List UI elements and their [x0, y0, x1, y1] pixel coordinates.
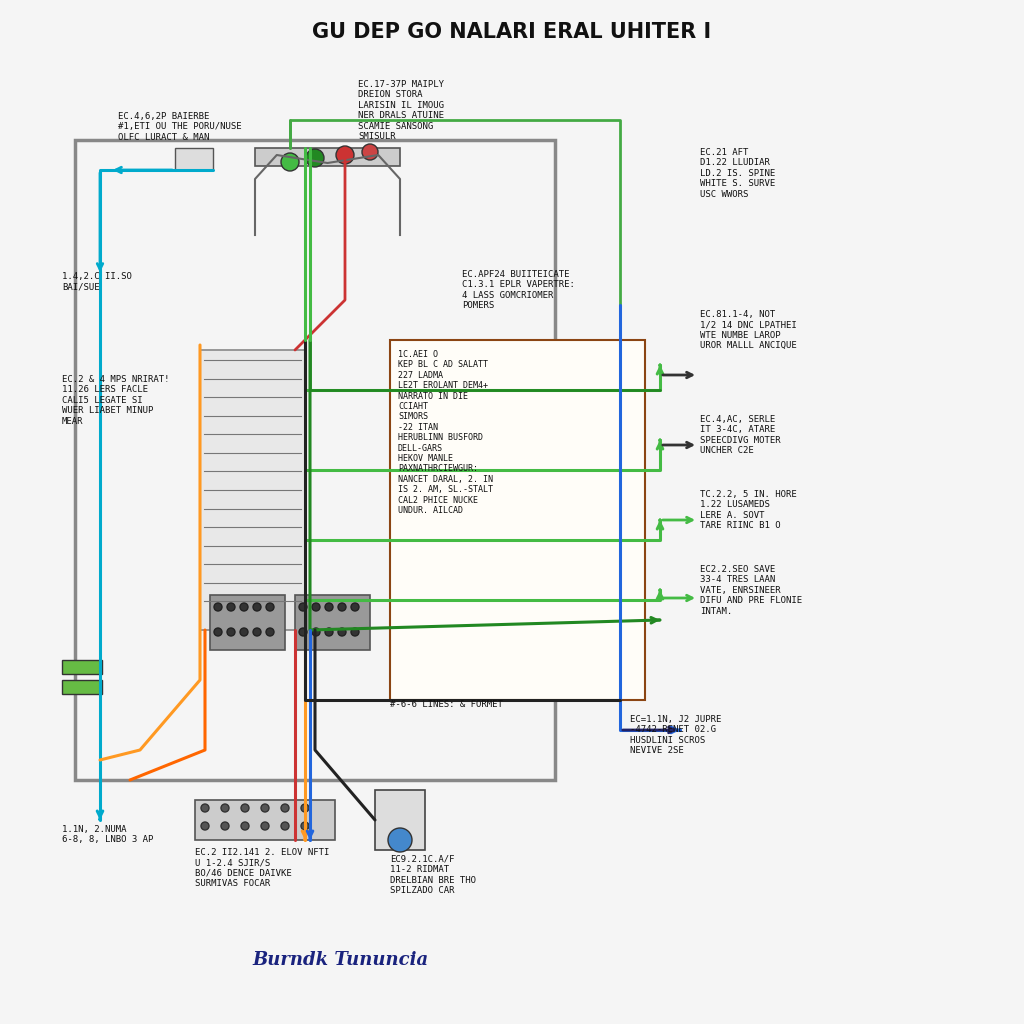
Circle shape	[240, 603, 248, 611]
Circle shape	[336, 146, 354, 164]
Circle shape	[281, 153, 299, 171]
Circle shape	[301, 804, 309, 812]
Circle shape	[312, 603, 319, 611]
Circle shape	[227, 628, 234, 636]
Text: 1C.AEI O
KEP BL C AD SALATT
227 LADMA
LE2T EROLANT DEM4+
NARRATO IN DIE
CCIAHT
S: 1C.AEI O KEP BL C AD SALATT 227 LADMA LE…	[398, 350, 493, 515]
Circle shape	[221, 804, 229, 812]
Circle shape	[338, 603, 346, 611]
Circle shape	[266, 603, 274, 611]
Circle shape	[266, 628, 274, 636]
Circle shape	[362, 144, 378, 160]
Bar	[390, 340, 645, 700]
Text: GU DEP GO NALARI ERAL UHITER I: GU DEP GO NALARI ERAL UHITER I	[312, 22, 712, 42]
Bar	[195, 800, 335, 840]
Circle shape	[253, 603, 261, 611]
Circle shape	[325, 628, 333, 636]
Text: EC.APF24 BUIITEICATE
C1.3.1 EPLR VAPERTRE:
4 LASS GOMCRIOMER
POMERS: EC.APF24 BUIITEICATE C1.3.1 EPLR VAPERTR…	[462, 270, 574, 310]
Text: 1.1N, 2.NUMA
6-8, 8, LNBO 3 AP: 1.1N, 2.NUMA 6-8, 8, LNBO 3 AP	[62, 825, 154, 845]
Circle shape	[338, 628, 346, 636]
Text: EC.21 AFT
D1.22 LLUDIAR
LD.2 IS. SPINE
WHITE S. SURVE
USC WWORS: EC.21 AFT D1.22 LLUDIAR LD.2 IS. SPINE W…	[700, 148, 775, 199]
Text: #-6-6 LINES: & FORMET: #-6-6 LINES: & FORMET	[390, 700, 503, 709]
Bar	[295, 595, 370, 650]
Circle shape	[227, 603, 234, 611]
Text: 1.4,2.C II.SO
BAI/SUE: 1.4,2.C II.SO BAI/SUE	[62, 272, 132, 292]
Circle shape	[221, 822, 229, 830]
Text: EC9.2.1C.A/F
11-2 RIDMAT
DRELBIAN BRE THO
SPILZADO CAR: EC9.2.1C.A/F 11-2 RIDMAT DRELBIAN BRE TH…	[390, 855, 476, 895]
Text: EC.2 & 4 MPS NRIRAT!
11.26 LERS FACLE
CALI5 LEGATE SI
WUER LIABET MINUP
MEAR: EC.2 & 4 MPS NRIRAT! 11.26 LERS FACLE CA…	[62, 375, 170, 426]
Text: TC.2.2, 5 IN. HORE
1.22 LUSAMEDS
LERE A. SOVT
TARE RIINC B1 O: TC.2.2, 5 IN. HORE 1.22 LUSAMEDS LERE A.…	[700, 490, 797, 530]
Text: EC=1.1N, J2 JUPRE
-4742-RENET 02.G
HUSDLINI SCROS
NEVIVE 2SE: EC=1.1N, J2 JUPRE -4742-RENET 02.G HUSDL…	[630, 715, 721, 756]
Circle shape	[261, 804, 269, 812]
Text: EC.2 II2.141 2. ELOV NFTI
U 1-2.4 SJIR/S
BO/46 DENCE DAIVKE
SURMIVAS FOCAR: EC.2 II2.141 2. ELOV NFTI U 1-2.4 SJIR/S…	[195, 848, 330, 888]
Circle shape	[299, 603, 307, 611]
Circle shape	[201, 822, 209, 830]
Circle shape	[261, 822, 269, 830]
Text: EC.81.1-4, NOT
1/2 14 DNC LPATHEI
WTE NUMBE LAROP
UROR MALLL ANCIQUE: EC.81.1-4, NOT 1/2 14 DNC LPATHEI WTE NU…	[700, 310, 797, 350]
Bar	[255, 148, 400, 166]
Circle shape	[214, 628, 222, 636]
Bar	[200, 350, 305, 630]
Text: Burndk Tununcia: Burndk Tununcia	[252, 951, 428, 969]
Circle shape	[388, 828, 412, 852]
Circle shape	[281, 822, 289, 830]
Circle shape	[325, 603, 333, 611]
Bar	[75, 140, 555, 780]
Text: EC.4,6,2P BAIERBE
#1,ETI OU THE PORU/NUSE
OLFC LURACT & MAN: EC.4,6,2P BAIERBE #1,ETI OU THE PORU/NUS…	[118, 112, 242, 141]
Bar	[62, 680, 102, 694]
Circle shape	[253, 628, 261, 636]
Text: EC.17-37P MAIPLY
DREION STORA
LARISIN IL IMOUG
NER DRALS ATUINE
SCAMIE SANSONG
S: EC.17-37P MAIPLY DREION STORA LARISIN IL…	[358, 80, 444, 141]
Circle shape	[201, 804, 209, 812]
Circle shape	[312, 628, 319, 636]
Bar	[62, 660, 102, 674]
Circle shape	[351, 628, 359, 636]
Circle shape	[351, 603, 359, 611]
Bar	[210, 595, 285, 650]
Circle shape	[301, 822, 309, 830]
Bar	[375, 790, 425, 850]
Circle shape	[306, 150, 324, 167]
Text: EC.4,AC, SERLE
IT 3-4C, ATARE
SPEECDIVG MOTER
UNCHER C2E: EC.4,AC, SERLE IT 3-4C, ATARE SPEECDIVG …	[700, 415, 780, 456]
Circle shape	[240, 628, 248, 636]
Circle shape	[299, 628, 307, 636]
Bar	[175, 148, 213, 170]
Circle shape	[214, 603, 222, 611]
Circle shape	[241, 822, 249, 830]
Circle shape	[241, 804, 249, 812]
Circle shape	[281, 804, 289, 812]
Text: EC2.2.SEO SAVE
33-4 TRES LAAN
VATE, ENRSINEER
DIFU AND PRE FLONIE
INTAM.: EC2.2.SEO SAVE 33-4 TRES LAAN VATE, ENRS…	[700, 565, 802, 615]
